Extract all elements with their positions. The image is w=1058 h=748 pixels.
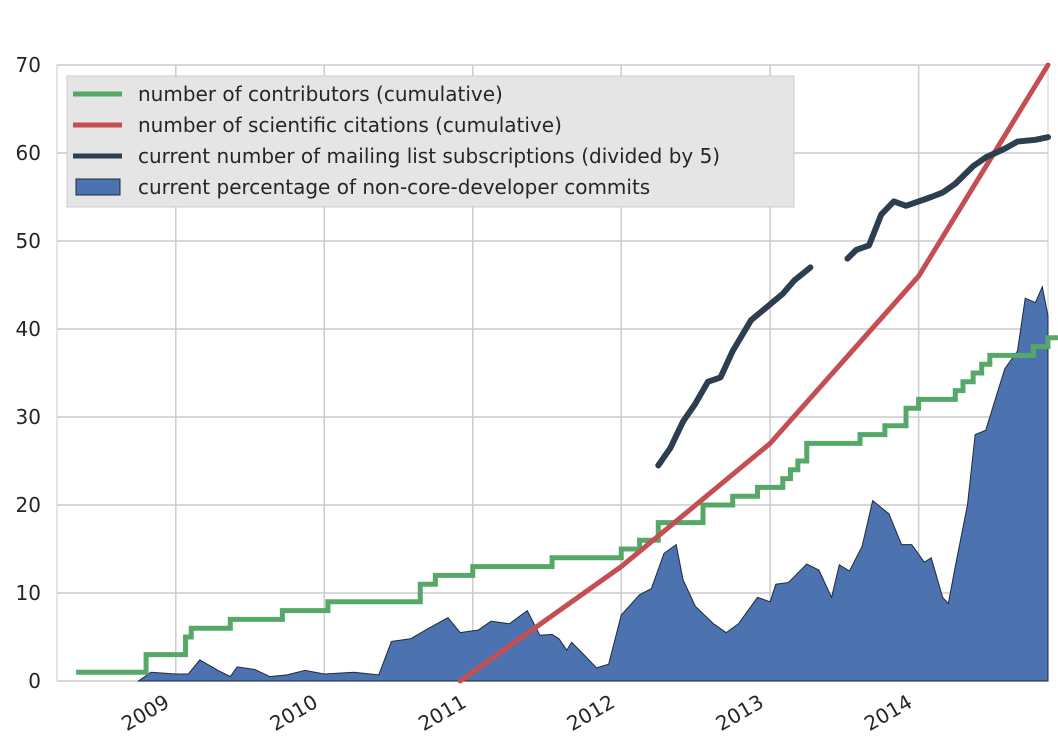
chart-marks bbox=[76, 62, 1058, 684]
series-line-mailing-list bbox=[655, 264, 814, 469]
series-area-non-core-commits bbox=[136, 285, 1049, 682]
series-line-contributors bbox=[76, 335, 1058, 675]
y-tick-label: 50 bbox=[16, 229, 41, 253]
y-tick-label: 40 bbox=[16, 317, 41, 341]
legend-frame bbox=[66, 75, 795, 208]
legend-label: current number of mailing list subscript… bbox=[138, 144, 720, 168]
x-axis-ticks: 2009 2010 2011 2012 2013 2014 bbox=[117, 690, 916, 736]
legend-label: current percentage of non-core-developer… bbox=[138, 175, 650, 199]
y-tick-label: 30 bbox=[16, 405, 41, 429]
y-tick-label: 0 bbox=[28, 669, 41, 693]
x-tick-label: 2010 bbox=[266, 690, 322, 736]
series-line-mailing-list bbox=[844, 134, 1051, 262]
x-tick-label: 2013 bbox=[712, 690, 768, 736]
x-tick-label: 2014 bbox=[860, 690, 916, 736]
series-line-citations bbox=[457, 62, 1051, 684]
y-tick-label: 20 bbox=[16, 493, 41, 517]
legend: number of contributors (cumulative) numbe… bbox=[66, 75, 795, 208]
legend-label: number of contributors (cumulative) bbox=[138, 82, 503, 106]
y-tick-label: 10 bbox=[16, 581, 41, 605]
x-tick-label: 2011 bbox=[414, 690, 470, 736]
y-tick-label: 60 bbox=[16, 141, 41, 165]
x-tick-label: 2009 bbox=[117, 690, 173, 736]
x-tick-label: 2012 bbox=[563, 690, 619, 736]
legend-label: number of scientific citations (cumulati… bbox=[138, 113, 562, 137]
legend-swatch bbox=[75, 178, 121, 196]
y-axis-ticks: 0 10 20 30 40 50 60 70 bbox=[16, 53, 41, 693]
y-tick-label: 70 bbox=[16, 53, 41, 77]
